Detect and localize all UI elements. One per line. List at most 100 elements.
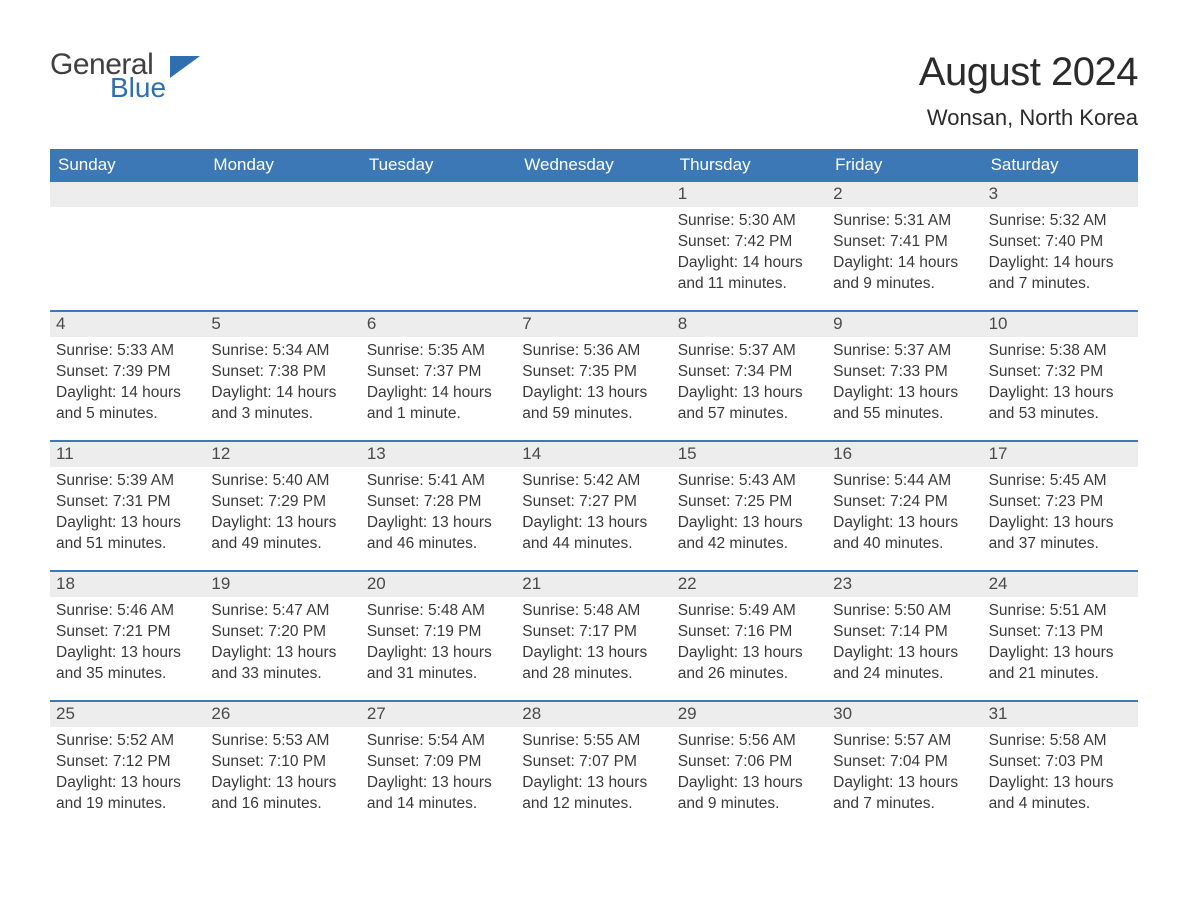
day-body [361,207,516,217]
sunset-line: Sunset: 7:29 PM [211,492,354,513]
calendar-week: 25Sunrise: 5:52 AMSunset: 7:12 PMDayligh… [50,700,1138,830]
day-number: . [361,182,516,207]
day-body: Sunrise: 5:52 AMSunset: 7:12 PMDaylight:… [50,727,205,821]
day-body: Sunrise: 5:30 AMSunset: 7:42 PMDaylight:… [672,207,827,301]
calendar-day: 17 Sunrise: 5:45 AMSunset: 7:23 PMDayligh… [983,442,1138,570]
daylight-line: Daylight: 13 hours and 21 minutes. [989,643,1132,685]
day-number: 13 [361,442,516,467]
daylight-line: Daylight: 13 hours and 9 minutes. [678,773,821,815]
daylight-line: Daylight: 13 hours and 57 minutes. [678,383,821,425]
calendar-day: 13Sunrise: 5:41 AMSunset: 7:28 PMDayligh… [361,442,516,570]
day-number: 26 [205,702,360,727]
day-body: Sunrise: 5:39 AMSunset: 7:31 PMDaylight:… [50,467,205,561]
daylight-line: Daylight: 13 hours and 44 minutes. [522,513,665,555]
sunset-line: Sunset: 7:12 PM [56,752,199,773]
sunrise-line: Sunrise: 5:44 AM [833,471,976,492]
sunrise-line: Sunrise: 5:38 AM [989,341,1132,362]
day-number: . [516,182,671,207]
sunset-line: Sunset: 7:24 PM [833,492,976,513]
day-number: 11 [50,442,205,467]
sunrise-line: Sunrise: 5:45 AM [989,471,1132,492]
sunset-line: Sunset: 7:07 PM [522,752,665,773]
calendar-day: . [50,182,205,310]
sunset-line: Sunset: 7:19 PM [367,622,510,643]
calendar-day: 16Sunrise: 5:44 AMSunset: 7:24 PMDayligh… [827,442,982,570]
day-body: Sunrise: 5:50 AMSunset: 7:14 PMDaylight:… [827,597,982,691]
calendar-week: ....1Sunrise: 5:30 AMSunset: 7:42 PMDayl… [50,182,1138,310]
daylight-line: Daylight: 13 hours and 4 minutes. [989,773,1132,815]
sunrise-line: Sunrise: 5:37 AM [833,341,976,362]
day-number: 28 [516,702,671,727]
calendar-week: 18Sunrise: 5:46 AMSunset: 7:21 PMDayligh… [50,570,1138,700]
calendar-day: . [205,182,360,310]
day-number: 24 [983,572,1138,597]
logo-blue-text: Blue [110,74,166,102]
sunset-line: Sunset: 7:13 PM [989,622,1132,643]
sunrise-line: Sunrise: 5:57 AM [833,731,976,752]
sunset-line: Sunset: 7:23 PM [989,492,1132,513]
calendar-day: 9Sunrise: 5:37 AMSunset: 7:33 PMDaylight… [827,312,982,440]
page-subtitle: Wonsan, North Korea [919,105,1138,131]
daylight-line: Daylight: 13 hours and 24 minutes. [833,643,976,685]
calendar-day: 29Sunrise: 5:56 AMSunset: 7:06 PMDayligh… [672,702,827,830]
day-body [516,207,671,217]
day-body [205,207,360,217]
sunrise-line: Sunrise: 5:34 AM [211,341,354,362]
day-body: Sunrise: 5:37 AMSunset: 7:34 PMDaylight:… [672,337,827,431]
calendar-day: 25Sunrise: 5:52 AMSunset: 7:12 PMDayligh… [50,702,205,830]
title-block: August 2024 Wonsan, North Korea [919,50,1138,131]
sunset-line: Sunset: 7:28 PM [367,492,510,513]
sunrise-line: Sunrise: 5:48 AM [367,601,510,622]
daylight-line: Daylight: 13 hours and 16 minutes. [211,773,354,815]
logo-text: General Blue [50,50,166,102]
daylight-line: Daylight: 13 hours and 42 minutes. [678,513,821,555]
logo: General Blue [50,50,200,102]
sunrise-line: Sunrise: 5:42 AM [522,471,665,492]
sunrise-line: Sunrise: 5:30 AM [678,211,821,232]
day-number: 10 [983,312,1138,337]
day-body: Sunrise: 5:32 AMSunset: 7:40 PMDaylight:… [983,207,1138,301]
sunset-line: Sunset: 7:04 PM [833,752,976,773]
day-number: 23 [827,572,982,597]
daylight-line: Daylight: 13 hours and 37 minutes. [989,513,1132,555]
day-number: 17 [983,442,1138,467]
calendar-day: 28Sunrise: 5:55 AMSunset: 7:07 PMDayligh… [516,702,671,830]
sunset-line: Sunset: 7:42 PM [678,232,821,253]
sunset-line: Sunset: 7:20 PM [211,622,354,643]
day-number: 4 [50,312,205,337]
sunrise-line: Sunrise: 5:31 AM [833,211,976,232]
calendar: Sunday Monday Tuesday Wednesday Thursday… [50,149,1138,830]
day-body: Sunrise: 5:48 AMSunset: 7:19 PMDaylight:… [361,597,516,691]
sunset-line: Sunset: 7:35 PM [522,362,665,383]
day-number: 6 [361,312,516,337]
sunrise-line: Sunrise: 5:55 AM [522,731,665,752]
calendar-day: 7 Sunrise: 5:36 AMSunset: 7:35 PMDaylight… [516,312,671,440]
sunrise-line: Sunrise: 5:41 AM [367,471,510,492]
day-number: 16 [827,442,982,467]
day-number: 31 [983,702,1138,727]
day-body: Sunrise: 5:58 AMSunset: 7:03 PMDaylight:… [983,727,1138,821]
sunset-line: Sunset: 7:21 PM [56,622,199,643]
day-number: 20 [361,572,516,597]
daylight-line: Daylight: 14 hours and 5 minutes. [56,383,199,425]
sunset-line: Sunset: 7:03 PM [989,752,1132,773]
daylight-line: Daylight: 13 hours and 59 minutes. [522,383,665,425]
day-number: 7 [516,312,671,337]
daylight-line: Daylight: 13 hours and 26 minutes. [678,643,821,685]
sunset-line: Sunset: 7:32 PM [989,362,1132,383]
day-body: Sunrise: 5:57 AMSunset: 7:04 PMDaylight:… [827,727,982,821]
day-body: Sunrise: 5:42 AMSunset: 7:27 PMDaylight:… [516,467,671,561]
weekday-header: Sunday [50,149,205,182]
sunrise-line: Sunrise: 5:39 AM [56,471,199,492]
sunset-line: Sunset: 7:34 PM [678,362,821,383]
day-number: 27 [361,702,516,727]
weekday-header: Tuesday [361,149,516,182]
sunset-line: Sunset: 7:06 PM [678,752,821,773]
daylight-line: Daylight: 13 hours and 53 minutes. [989,383,1132,425]
sunset-line: Sunset: 7:16 PM [678,622,821,643]
daylight-line: Daylight: 13 hours and 31 minutes. [367,643,510,685]
sunrise-line: Sunrise: 5:36 AM [522,341,665,362]
sunrise-line: Sunrise: 5:49 AM [678,601,821,622]
sunset-line: Sunset: 7:40 PM [989,232,1132,253]
weekday-header-row: Sunday Monday Tuesday Wednesday Thursday… [50,149,1138,182]
